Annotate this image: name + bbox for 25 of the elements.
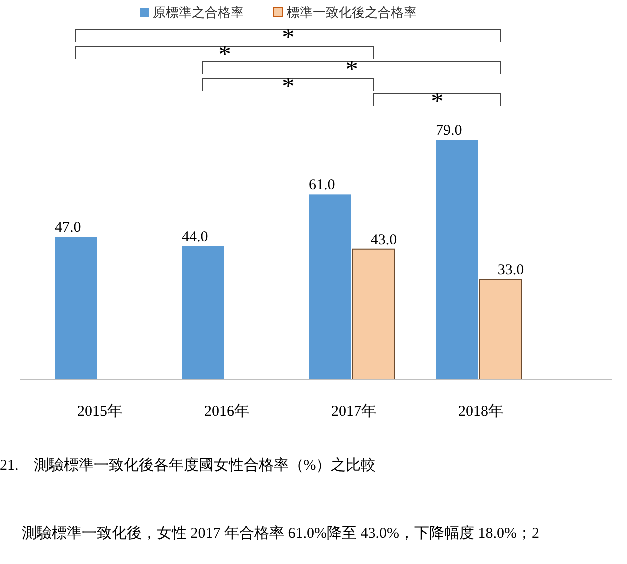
text: *: [282, 72, 295, 101]
x-tick-label: 2017年: [332, 403, 376, 420]
bar: [55, 237, 97, 380]
text: *: [346, 55, 358, 84]
data-label: 33.0: [498, 262, 524, 279]
legend-label: 標準一致化後之合格率: [287, 5, 417, 21]
x-tick-label: 2015年: [78, 403, 122, 420]
bar: [352, 248, 396, 380]
text: *: [218, 40, 232, 69]
data-label: 44.0: [182, 229, 208, 246]
x-tick-label: 2018年: [458, 403, 504, 420]
x-tick-label: 2016年: [204, 403, 250, 420]
text: 測驗標準一致化後，女性 2017 年合格率 61.0%降至 43.0%，下降幅度 18.0%；2: [22, 525, 540, 542]
bar: [436, 140, 478, 380]
text: *: [431, 87, 444, 116]
data-label: 61.0: [309, 178, 336, 194]
data-label: 47.0: [55, 220, 82, 236]
data-label: 79.0: [436, 123, 462, 139]
bar: [480, 279, 522, 380]
text: *: [282, 23, 295, 52]
text: 21. 測驗標準一致化後各年度國女性合格率（%）之比較: [0, 457, 376, 474]
bar: [182, 246, 224, 380]
data-label: 43.0: [370, 232, 398, 248]
bar: [309, 194, 351, 380]
legend-label: 原標準之合格率: [153, 5, 244, 21]
